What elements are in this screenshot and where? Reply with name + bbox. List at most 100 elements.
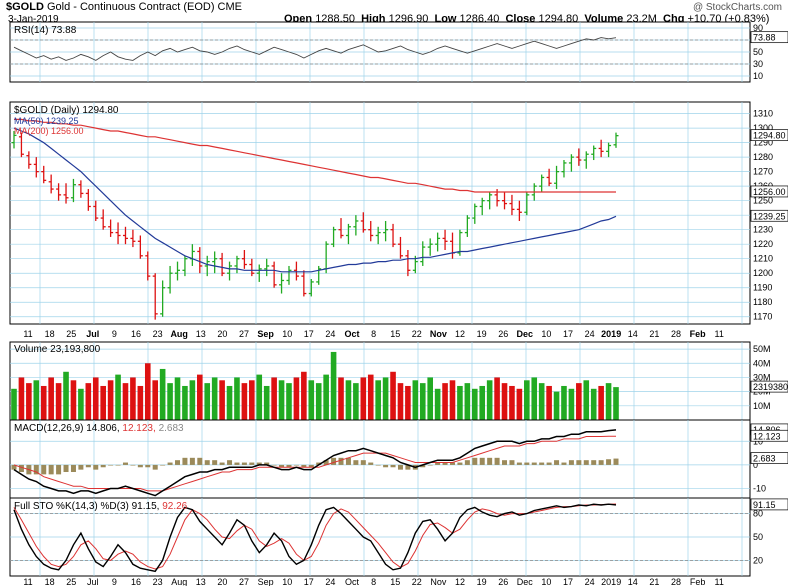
rsi-tick-30: 30 bbox=[753, 59, 763, 69]
macd-histogram-bar bbox=[442, 462, 448, 465]
ohlc-bar bbox=[63, 183, 69, 204]
ohlc-bar bbox=[546, 168, 552, 187]
k-value: 91.15, bbox=[132, 501, 163, 512]
macd-histogram-bar bbox=[11, 464, 17, 470]
ohlc-bar bbox=[539, 174, 545, 192]
bottom-x-tick-label-30: 28 bbox=[671, 577, 681, 586]
volume-bar bbox=[561, 385, 567, 420]
volume-bar bbox=[85, 383, 92, 420]
histogram-value: 2.683 bbox=[159, 423, 184, 434]
volume-bar bbox=[219, 380, 225, 420]
price-tick-1290: 1290 bbox=[753, 138, 773, 148]
x-tick-label-12: 10 bbox=[282, 329, 292, 339]
exchange: CME bbox=[217, 1, 242, 13]
volume-bar bbox=[509, 385, 515, 420]
ohlc-bar bbox=[368, 220, 374, 242]
macd-histogram-bar bbox=[249, 462, 255, 465]
bottom-x-tick-label-7: Aug bbox=[171, 577, 187, 586]
x-tick-label-17: 15 bbox=[390, 329, 400, 339]
macd-histogram-bar bbox=[427, 464, 433, 466]
volume-bar bbox=[568, 388, 575, 420]
volume-bar bbox=[449, 380, 456, 420]
macd-histogram-bar bbox=[175, 460, 181, 465]
x-tick-label-7: Aug bbox=[170, 329, 188, 339]
volume-bar bbox=[367, 374, 374, 420]
macd-histogram-bar bbox=[554, 460, 560, 465]
ohlc-bar bbox=[249, 258, 255, 277]
bottom-x-tick-label-12: 10 bbox=[282, 577, 292, 586]
ohlc-bar bbox=[613, 132, 619, 148]
volume-bar bbox=[516, 388, 523, 420]
ohlc-bar bbox=[479, 197, 485, 216]
x-tick-label-29: 21 bbox=[649, 329, 659, 339]
macd-label: MACD(12,26,9) 14.806, 12.123, 2.683 bbox=[14, 423, 184, 434]
bottom-x-tick-label-22: 26 bbox=[498, 577, 508, 586]
volume-bar bbox=[360, 377, 367, 420]
ohlc-bar bbox=[85, 189, 91, 211]
x-tick-label-18: 22 bbox=[412, 329, 422, 339]
bottom-x-tick-label-26: 24 bbox=[585, 577, 595, 586]
macd-histogram-bar bbox=[516, 462, 522, 465]
ohlc-bar bbox=[397, 236, 403, 259]
macd-histogram-bar bbox=[197, 457, 203, 465]
x-tick-label-23: Dec bbox=[517, 329, 534, 339]
volume-bar bbox=[382, 377, 389, 420]
macd-histogram-bar bbox=[487, 457, 493, 465]
macd-histogram-bar bbox=[479, 457, 485, 465]
bottom-x-tick-label-19: Nov bbox=[430, 577, 447, 586]
macd-histogram-bar bbox=[130, 464, 136, 466]
ohlc-bar bbox=[353, 215, 359, 236]
volume-bar bbox=[271, 377, 277, 420]
ma200-value-label-box bbox=[750, 185, 788, 198]
macd-histogram-bar bbox=[41, 464, 47, 475]
volume-bar bbox=[55, 383, 62, 420]
macd-histogram-bar bbox=[271, 464, 277, 466]
price-tick-1250: 1250 bbox=[753, 196, 773, 206]
x-tick-label-4: 9 bbox=[112, 329, 117, 339]
macd-histogram-bar bbox=[383, 464, 389, 468]
macd-histogram-bar bbox=[122, 462, 128, 465]
macd-histogram-bar bbox=[338, 457, 344, 465]
ohlc-bar bbox=[576, 148, 582, 166]
macd-histogram-bar bbox=[33, 464, 39, 475]
x-tick-label-19: Nov bbox=[430, 329, 447, 339]
price-panel bbox=[9, 101, 751, 325]
signal-value-label-box bbox=[750, 429, 788, 442]
ohlc-bar bbox=[264, 258, 270, 277]
volume-bar bbox=[92, 377, 99, 420]
price-tick-1180: 1180 bbox=[753, 297, 772, 307]
ohlc-bar bbox=[70, 178, 76, 203]
ohlc-bar bbox=[41, 165, 47, 184]
macd-histogram-bar bbox=[583, 460, 589, 465]
x-tick-label-28: 14 bbox=[628, 329, 638, 339]
ohlc-bar bbox=[115, 222, 121, 245]
bottom-x-tick-label-10: 27 bbox=[239, 577, 249, 586]
x-tick-label-13: 17 bbox=[304, 329, 314, 339]
x-tick-label-26: 24 bbox=[585, 329, 595, 339]
volume-bar bbox=[293, 377, 300, 420]
price-tick-1230: 1230 bbox=[753, 225, 773, 235]
volume-bar bbox=[167, 383, 173, 420]
volume-bar bbox=[40, 385, 47, 420]
macd-histogram-bar bbox=[115, 464, 121, 466]
macd-histogram-bar bbox=[316, 462, 322, 465]
ohlc-bar bbox=[108, 219, 114, 237]
volume-bar bbox=[48, 377, 54, 420]
ohlc-bar bbox=[516, 200, 522, 221]
macd-histogram-bar bbox=[464, 460, 470, 465]
chart-date: 3-Jan-2019 bbox=[8, 14, 59, 25]
x-tick-label-22: 26 bbox=[498, 329, 508, 339]
ohlc-bar bbox=[152, 273, 158, 320]
bottom-x-tick-label-2: 25 bbox=[66, 577, 76, 586]
volume-bar bbox=[308, 380, 315, 420]
rsi-tick-50: 50 bbox=[753, 47, 763, 57]
ohlc-bar bbox=[204, 255, 210, 277]
macd-value: 14.806, bbox=[86, 423, 122, 434]
ohlc-bar bbox=[435, 232, 441, 252]
volume-bar bbox=[137, 385, 144, 420]
volume-bar bbox=[553, 391, 560, 420]
volume-bar bbox=[338, 377, 344, 420]
x-tick-label-10: 27 bbox=[239, 329, 249, 339]
ohlc-bar bbox=[509, 194, 515, 216]
macd-histogram-bar bbox=[323, 460, 329, 465]
